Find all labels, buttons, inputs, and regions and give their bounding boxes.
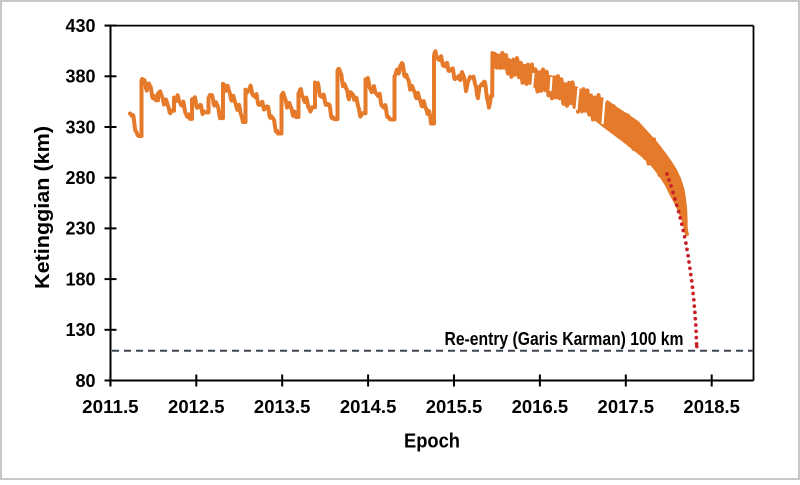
svg-text:2015.5: 2015.5	[426, 397, 483, 417]
svg-text:2011.5: 2011.5	[82, 397, 139, 417]
svg-text:380: 380	[65, 67, 95, 87]
svg-text:430: 430	[65, 16, 95, 36]
svg-text:280: 280	[65, 168, 95, 188]
svg-text:180: 180	[65, 269, 95, 289]
svg-text:2017.5: 2017.5	[598, 397, 655, 417]
svg-text:130: 130	[65, 320, 95, 340]
svg-text:2016.5: 2016.5	[512, 397, 569, 417]
svg-text:2018.5: 2018.5	[683, 397, 740, 417]
svg-text:80: 80	[75, 371, 95, 391]
svg-text:Re-entry (Garis Karman) 100 km: Re-entry (Garis Karman) 100 km	[445, 329, 684, 349]
svg-text:2014.5: 2014.5	[340, 397, 397, 417]
svg-text:330: 330	[65, 117, 95, 137]
svg-text:Ketinggian (km): Ketinggian (km)	[32, 126, 54, 289]
svg-text:2012.5: 2012.5	[168, 397, 225, 417]
svg-text:230: 230	[65, 219, 95, 239]
svg-text:2013.5: 2013.5	[254, 397, 311, 417]
svg-text:Epoch: Epoch	[404, 431, 460, 453]
